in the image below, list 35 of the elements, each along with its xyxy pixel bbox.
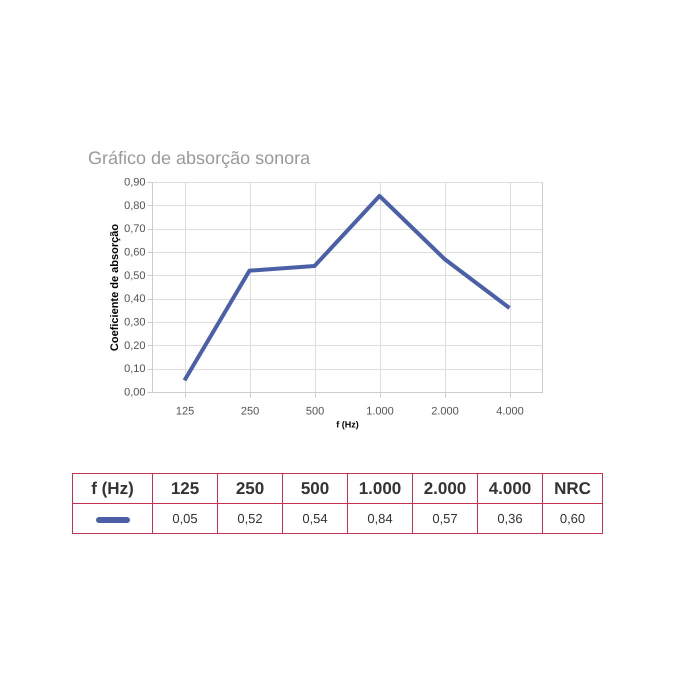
y-tick-label: 0,40: [124, 293, 146, 306]
category-label: 125: [170, 478, 200, 498]
chart-title: Gráfico de absorção sonora: [88, 148, 310, 169]
x-tick-label: 2.000: [431, 406, 459, 418]
text: f (Hz): [91, 478, 134, 498]
y-tick-label: 0,30: [124, 316, 146, 328]
y-tick-label: 0,00: [124, 386, 146, 398]
x-tick-label: 4.000: [496, 406, 524, 418]
text: 0,60: [542, 504, 602, 534]
data-label: 0,52: [218, 504, 282, 534]
x-tick-label: 1.000: [366, 406, 394, 418]
data-label: 0,57: [412, 504, 478, 534]
line-series: [182, 194, 512, 382]
data-label: 0,84: [348, 504, 412, 534]
y-tick-label: 0,10: [124, 363, 146, 376]
category-label: 250: [236, 478, 264, 498]
x-axis-title: f (Hz): [336, 420, 359, 430]
x-tick-label: 125: [176, 406, 194, 418]
y-tick-label: 0,60: [124, 246, 146, 258]
x-tick-label: 500: [306, 406, 324, 418]
category-label: 4.000: [488, 478, 532, 498]
y-axis-title: Coeficiente de absorção: [109, 224, 122, 352]
y-tick-label: 0,50: [124, 270, 146, 282]
category-label: 2.000: [424, 478, 466, 498]
y-tick-label: 0,80: [124, 200, 146, 212]
y-tick-label: 0,70: [124, 223, 146, 236]
data-label: 0,05: [152, 504, 218, 534]
category-label: 1.000: [358, 478, 402, 498]
y-tick-label: 0,90: [124, 176, 146, 188]
x-tick-label: 250: [240, 406, 260, 418]
data-label: 0,54: [282, 504, 348, 534]
y-tick-label: 0,20: [124, 340, 146, 352]
text: NRC: [542, 474, 602, 504]
category-label: 500: [300, 478, 330, 498]
data-label: 0,36: [478, 504, 542, 534]
